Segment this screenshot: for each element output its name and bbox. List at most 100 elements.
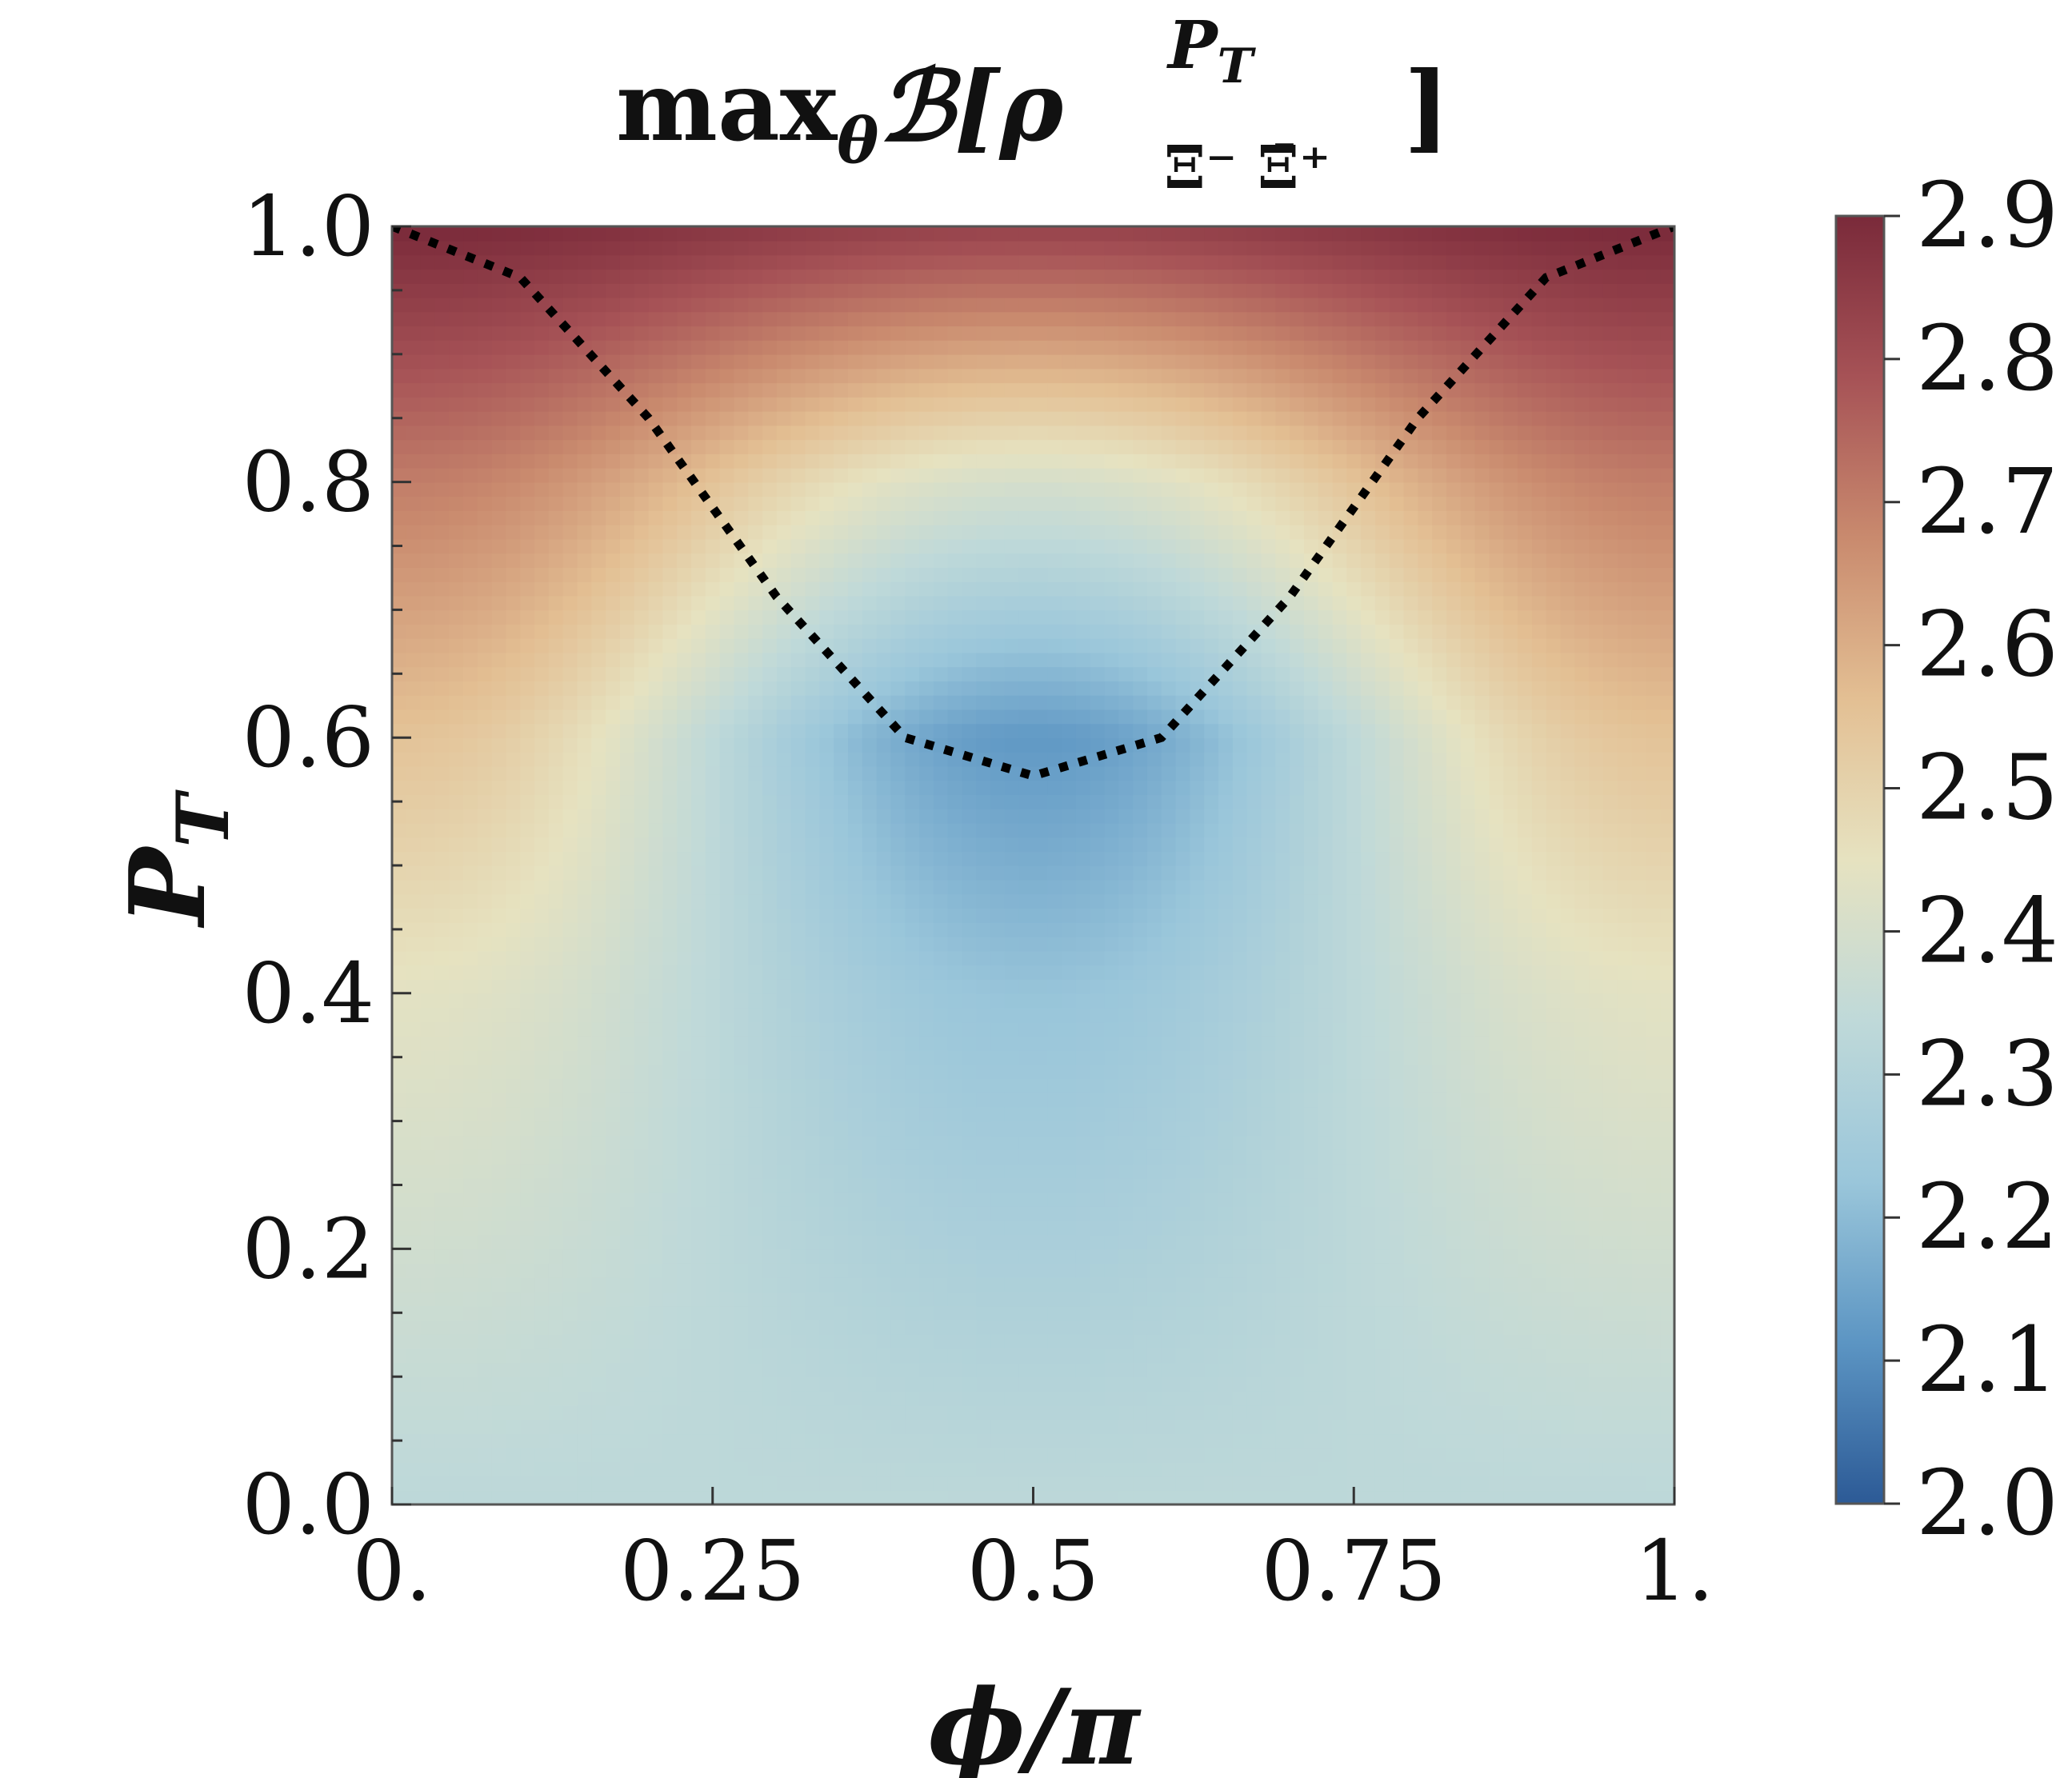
heatmap-cell <box>634 1376 650 1392</box>
heatmap-cell <box>734 737 750 753</box>
heatmap-cell <box>790 1390 806 1406</box>
heatmap-cell <box>1175 1404 1191 1420</box>
heatmap-cell <box>990 397 1006 412</box>
heatmap-cell <box>449 979 464 994</box>
heatmap-cell <box>705 893 721 909</box>
heatmap-cell <box>577 1049 593 1065</box>
heatmap-cell <box>1104 1320 1120 1335</box>
heatmap-cell <box>1090 1036 1106 1051</box>
heatmap-cell <box>847 1064 863 1080</box>
heatmap-cell <box>648 1135 664 1150</box>
heatmap-cell <box>619 1007 635 1023</box>
heatmap-cell <box>463 311 478 327</box>
heatmap-cell <box>420 311 436 327</box>
heatmap-cell <box>1047 808 1062 824</box>
heatmap-cell <box>449 1476 464 1492</box>
heatmap-cell <box>1118 950 1134 966</box>
heatmap-cell <box>819 1291 834 1307</box>
heatmap-cell <box>1075 553 1091 568</box>
heatmap-cell <box>947 1348 963 1364</box>
heatmap-cell <box>905 496 920 511</box>
heatmap-cell <box>976 666 991 681</box>
heatmap-cell <box>847 340 863 355</box>
heatmap-cell <box>990 382 1006 398</box>
heatmap-cell <box>648 681 664 696</box>
heatmap-cell <box>748 595 763 611</box>
heatmap-cell <box>748 269 763 284</box>
heatmap-cell <box>834 425 849 441</box>
heatmap-cell <box>577 1220 593 1236</box>
heatmap-cell <box>1118 1362 1134 1377</box>
heatmap-cell <box>748 1220 763 1236</box>
heatmap-cell <box>591 1404 606 1420</box>
heatmap-cell <box>834 893 849 909</box>
heatmap-cell <box>491 865 507 881</box>
heatmap-cell <box>990 893 1006 909</box>
heatmap-cell <box>962 837 978 853</box>
heatmap-cell <box>890 226 906 242</box>
heatmap-cell <box>591 1461 606 1477</box>
heatmap-cell <box>905 226 920 242</box>
heatmap-cell <box>449 879 464 895</box>
heatmap-cell <box>748 1093 763 1108</box>
heatmap-cell <box>562 808 578 824</box>
heatmap-cell <box>834 1305 849 1321</box>
heatmap-cell <box>933 1419 949 1435</box>
heatmap-cell <box>776 311 792 327</box>
heatmap-cell <box>919 311 934 327</box>
heatmap-cell <box>634 496 650 511</box>
heatmap-cell <box>834 581 849 597</box>
heatmap-cell <box>434 283 450 298</box>
heatmap-cell <box>677 496 692 511</box>
heatmap-cell <box>1047 837 1062 853</box>
heatmap-cell <box>962 737 978 753</box>
heatmap-cell <box>392 936 407 952</box>
heatmap-cell <box>1004 1390 1020 1406</box>
heatmap-cell <box>1062 439 1077 454</box>
heatmap-cell <box>962 1333 978 1349</box>
heatmap-cell <box>1090 993 1106 1009</box>
heatmap-cell <box>577 723 593 738</box>
heatmap-cell <box>834 851 849 866</box>
heatmap-cell <box>520 524 535 540</box>
heatmap-cell <box>1104 510 1120 525</box>
heatmap-cell <box>1047 283 1062 298</box>
heatmap-cell <box>562 1192 578 1207</box>
heatmap-cell <box>634 681 650 696</box>
heatmap-cell <box>463 609 478 625</box>
heatmap-cell <box>905 1106 920 1122</box>
heatmap-cell <box>947 936 963 952</box>
heatmap-cell <box>1133 666 1148 681</box>
heatmap-cell <box>1018 1078 1034 1093</box>
heatmap-cell <box>1146 1093 1162 1108</box>
heatmap-cell <box>1033 1121 1049 1137</box>
heatmap-cell <box>434 496 450 511</box>
heatmap-cell <box>534 893 550 909</box>
heatmap-cell <box>1118 666 1134 681</box>
heatmap-cell <box>1090 681 1106 696</box>
heatmap-cell <box>1146 808 1162 824</box>
heatmap-cell <box>976 553 991 568</box>
heatmap-cell <box>406 595 422 611</box>
heatmap-cell <box>534 1192 550 1207</box>
heatmap-cell <box>591 240 606 256</box>
heatmap-cell <box>862 1404 878 1420</box>
heatmap-cell <box>962 1433 978 1448</box>
heatmap-cell <box>1047 1333 1062 1349</box>
heatmap-cell <box>1018 1490 1034 1504</box>
heatmap-cell <box>862 1064 878 1080</box>
heatmap-cell <box>577 1461 593 1477</box>
heatmap-cell <box>1047 595 1062 611</box>
heatmap-cell <box>862 1234 878 1250</box>
heatmap-cell <box>392 1376 407 1392</box>
heatmap-cell <box>463 354 478 370</box>
heatmap-cell <box>606 851 621 866</box>
heatmap-cell <box>577 553 593 568</box>
heatmap-cell <box>1033 496 1049 511</box>
heatmap-cell <box>762 851 778 866</box>
heatmap-cell <box>420 1277 436 1293</box>
heatmap-cell <box>648 269 664 284</box>
heatmap-cell <box>619 410 635 426</box>
heatmap-cell <box>477 1461 493 1477</box>
heatmap-cell <box>1033 637 1049 653</box>
